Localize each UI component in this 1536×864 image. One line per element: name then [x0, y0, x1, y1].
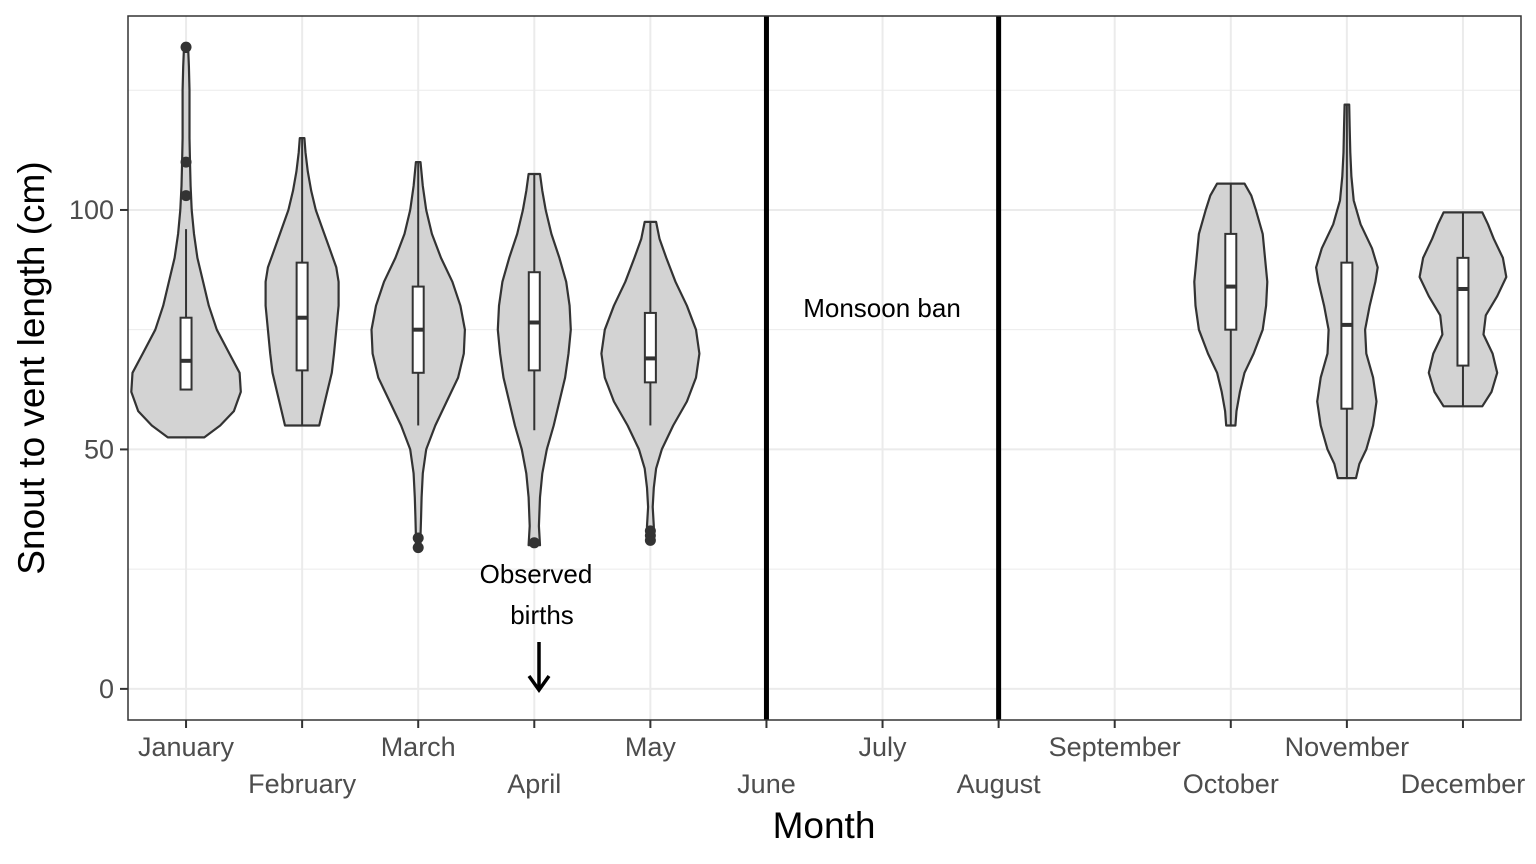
y-axis: 0 50 100 [69, 195, 128, 704]
violin-march [370, 161, 466, 554]
y-tick-label: 50 [84, 434, 114, 464]
x-tick-label-november: November [1285, 732, 1410, 762]
violin-october [1193, 182, 1269, 427]
iqr-box [1224, 232, 1238, 331]
violin-may [600, 220, 701, 546]
iqr-box [1456, 256, 1470, 367]
outlier-point [180, 41, 192, 53]
x-axis-title: Month [773, 805, 876, 846]
outlier-point [412, 542, 424, 554]
plot-panel-border [127, 15, 1522, 721]
x-axis: January February March April May June July Augu… [138, 720, 1525, 799]
y-axis-title: Snout to vent length (cm) [11, 161, 52, 574]
violin-december [1418, 211, 1508, 408]
monsoon-ban-label: Monsoon ban [803, 293, 961, 323]
violin-january [130, 41, 242, 439]
x-tick-label-may: May [625, 732, 677, 762]
iqr-box [643, 311, 657, 384]
violin-november [1315, 103, 1379, 480]
x-tick-label-january: January [138, 732, 235, 762]
outlier-point [644, 525, 656, 537]
x-tick-label-october: October [1183, 769, 1279, 799]
plot-panel-background [128, 16, 1521, 720]
outlier-point [180, 156, 192, 168]
y-tick-label: 100 [69, 195, 114, 225]
x-tick-label-june: June [737, 769, 796, 799]
x-tick-label-august: August [957, 769, 1042, 799]
x-tick-label-april: April [507, 769, 561, 799]
outlier-point [180, 190, 192, 202]
violin-february [264, 137, 340, 427]
observed-births-label-line2: births [510, 600, 574, 630]
outlier-point [528, 537, 540, 549]
x-tick-label-march: March [381, 732, 456, 762]
month-boundary-lines [763, 16, 1002, 720]
x-tick-label-september: September [1049, 732, 1181, 762]
observed-births-label-line1: Observed [480, 559, 593, 589]
y-tick-label: 0 [99, 674, 114, 704]
annotations-layer: Monsoon ban Observed births [480, 293, 961, 694]
outlier-point [412, 532, 424, 544]
births-arrow-head [527, 674, 551, 694]
iqr-box [179, 316, 193, 391]
iqr-box [1340, 261, 1354, 410]
x-tick-label-december: December [1401, 769, 1526, 799]
x-tick-label-february: February [248, 769, 357, 799]
violin-april [496, 172, 572, 549]
violins-layer [130, 41, 1508, 554]
x-tick-label-july: July [859, 732, 908, 762]
